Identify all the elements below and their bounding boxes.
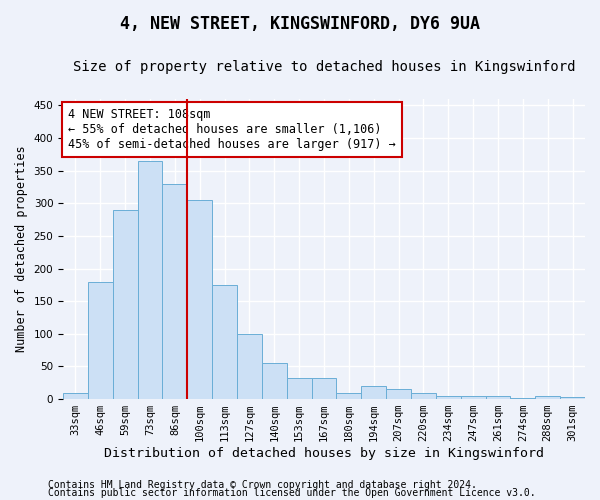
- Title: Size of property relative to detached houses in Kingswinford: Size of property relative to detached ho…: [73, 60, 575, 74]
- Y-axis label: Number of detached properties: Number of detached properties: [15, 146, 28, 352]
- Text: 4, NEW STREET, KINGSWINFORD, DY6 9UA: 4, NEW STREET, KINGSWINFORD, DY6 9UA: [120, 15, 480, 33]
- Bar: [88, 282, 113, 399]
- Bar: [237, 334, 262, 399]
- Bar: [163, 184, 187, 399]
- Bar: [63, 392, 88, 399]
- X-axis label: Distribution of detached houses by size in Kingswinford: Distribution of detached houses by size …: [104, 447, 544, 460]
- Bar: [386, 390, 411, 399]
- Bar: [535, 396, 560, 399]
- Text: 4 NEW STREET: 108sqm
← 55% of detached houses are smaller (1,106)
45% of semi-de: 4 NEW STREET: 108sqm ← 55% of detached h…: [68, 108, 396, 151]
- Bar: [361, 386, 386, 399]
- Bar: [212, 285, 237, 399]
- Bar: [187, 200, 212, 399]
- Bar: [137, 161, 163, 399]
- Bar: [262, 363, 287, 399]
- Bar: [560, 397, 585, 399]
- Bar: [461, 396, 485, 399]
- Bar: [411, 392, 436, 399]
- Bar: [311, 378, 337, 399]
- Text: Contains HM Land Registry data © Crown copyright and database right 2024.: Contains HM Land Registry data © Crown c…: [48, 480, 477, 490]
- Bar: [511, 398, 535, 399]
- Bar: [113, 210, 137, 399]
- Bar: [436, 396, 461, 399]
- Bar: [337, 392, 361, 399]
- Bar: [287, 378, 311, 399]
- Text: Contains public sector information licensed under the Open Government Licence v3: Contains public sector information licen…: [48, 488, 536, 498]
- Bar: [485, 396, 511, 399]
